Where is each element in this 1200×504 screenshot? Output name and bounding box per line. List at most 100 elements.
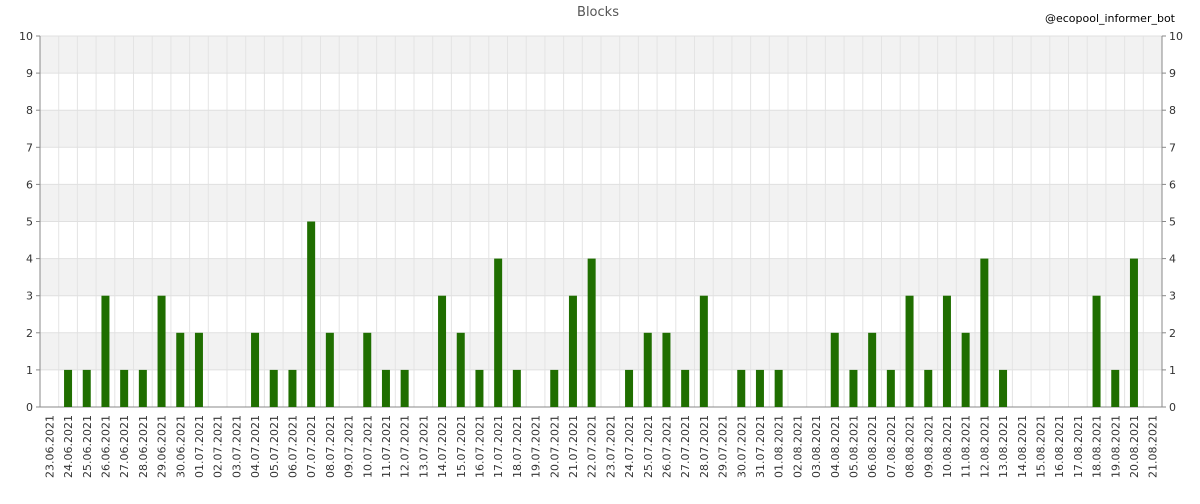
- x-tick-label: 04.07.2021: [249, 415, 262, 478]
- bar: [325, 332, 334, 407]
- bar: [512, 369, 521, 407]
- x-tick-label: 27.07.2021: [679, 415, 692, 478]
- bar: [269, 369, 278, 407]
- x-tick-label: 19.08.2021: [1109, 415, 1122, 478]
- y2-tick-label: 10: [1169, 30, 1183, 43]
- x-tick-label: 24.06.2021: [62, 415, 75, 478]
- x-tick-label: 12.08.2021: [978, 415, 991, 478]
- y-tick-label: 7: [26, 141, 33, 154]
- x-tick-label: 30.07.2021: [735, 415, 748, 478]
- y-tick-label: 2: [26, 327, 33, 340]
- x-tick-label: 03.07.2021: [230, 415, 243, 478]
- y-tick-label: 1: [26, 364, 33, 377]
- x-tick-label: 20.08.2021: [1128, 415, 1141, 478]
- y-tick-label: 3: [26, 290, 33, 303]
- bar: [363, 332, 372, 407]
- bar: [120, 369, 129, 407]
- y2-tick-label: 5: [1169, 216, 1176, 229]
- x-tick-label: 29.07.2021: [717, 415, 730, 478]
- bar: [82, 369, 91, 407]
- x-tick-label: 17.07.2021: [492, 415, 505, 478]
- x-tick-label: 05.07.2021: [268, 415, 281, 478]
- bar: [101, 295, 110, 407]
- x-tick-label: 20.07.2021: [548, 415, 561, 478]
- x-tick-label: 10.07.2021: [361, 415, 374, 478]
- bar: [625, 369, 634, 407]
- x-tick-label: 23.07.2021: [604, 415, 617, 478]
- bar: [176, 332, 185, 407]
- y2-tick-label: 8: [1169, 104, 1176, 117]
- x-tick-label: 08.08.2021: [904, 415, 917, 478]
- x-tick-label: 23.06.2021: [43, 415, 56, 478]
- x-tick-label: 11.08.2021: [960, 415, 973, 478]
- bar: [942, 295, 951, 407]
- x-tick-label: 16.08.2021: [1053, 415, 1066, 478]
- x-tick-label: 10.08.2021: [941, 415, 954, 478]
- x-tick-label: 26.06.2021: [99, 415, 112, 478]
- y2-tick-label: 0: [1169, 401, 1176, 414]
- y-tick-label: 8: [26, 104, 33, 117]
- x-tick-label: 01.07.2021: [193, 415, 206, 478]
- x-tick-label: 16.07.2021: [473, 415, 486, 478]
- bar: [737, 369, 746, 407]
- bar: [662, 332, 671, 407]
- x-tick-label: 21.08.2021: [1147, 415, 1160, 478]
- bar: [64, 369, 73, 407]
- bar: [587, 258, 596, 407]
- x-tick-label: 18.07.2021: [511, 415, 524, 478]
- x-tick-label: 19.07.2021: [530, 415, 543, 478]
- x-tick-label: 30.06.2021: [174, 415, 187, 478]
- x-tick-label: 07.07.2021: [305, 415, 318, 478]
- bar: [830, 332, 839, 407]
- bar: [307, 221, 316, 407]
- x-tick-label: 12.07.2021: [399, 415, 412, 478]
- bar: [568, 295, 577, 407]
- watermark: @ecopool_informer_bot: [1045, 12, 1176, 25]
- x-tick-label: 03.08.2021: [810, 415, 823, 478]
- x-tick-label: 06.08.2021: [866, 415, 879, 478]
- chart-title: Blocks: [577, 5, 619, 20]
- bar: [157, 295, 166, 407]
- y2-tick-label: 9: [1169, 67, 1176, 80]
- bar: [905, 295, 914, 407]
- x-tick-label: 05.08.2021: [847, 415, 860, 478]
- bar: [961, 332, 970, 407]
- bar: [980, 258, 989, 407]
- x-tick-label: 13.08.2021: [997, 415, 1010, 478]
- x-tick-label: 02.07.2021: [212, 415, 225, 478]
- x-tick-label: 22.07.2021: [586, 415, 599, 478]
- x-tick-label: 02.08.2021: [791, 415, 804, 478]
- x-tick-label: 13.07.2021: [417, 415, 430, 478]
- x-tick-label: 09.07.2021: [343, 415, 356, 478]
- bar: [849, 369, 858, 407]
- y-tick-label: 9: [26, 67, 33, 80]
- x-tick-label: 11.07.2021: [380, 415, 393, 478]
- x-tick-label: 15.08.2021: [1034, 415, 1047, 478]
- x-tick-label: 17.08.2021: [1072, 415, 1085, 478]
- y2-tick-label: 4: [1169, 253, 1176, 266]
- bar: [755, 369, 764, 407]
- x-tick-label: 25.06.2021: [81, 415, 94, 478]
- x-tick-label: 14.08.2021: [1016, 415, 1029, 478]
- bar: [774, 369, 783, 407]
- bar: [438, 295, 447, 407]
- x-tick-label: 07.08.2021: [885, 415, 898, 478]
- y-tick-label: 10: [19, 30, 33, 43]
- x-tick-label: 09.08.2021: [922, 415, 935, 478]
- x-tick-label: 28.07.2021: [698, 415, 711, 478]
- bar: [1129, 258, 1138, 407]
- x-tick-label: 06.07.2021: [286, 415, 299, 478]
- bar: [194, 332, 203, 407]
- bar: [251, 332, 260, 407]
- y2-tick-label: 1: [1169, 364, 1176, 377]
- bar: [868, 332, 877, 407]
- bar: [456, 332, 465, 407]
- bar: [699, 295, 708, 407]
- bar: [400, 369, 409, 407]
- y-tick-label: 4: [26, 253, 33, 266]
- x-tick-label: 25.07.2021: [642, 415, 655, 478]
- x-tick-label: 28.06.2021: [137, 415, 150, 478]
- y2-tick-label: 7: [1169, 141, 1176, 154]
- x-tick-label: 29.06.2021: [156, 415, 169, 478]
- x-tick-label: 15.07.2021: [455, 415, 468, 478]
